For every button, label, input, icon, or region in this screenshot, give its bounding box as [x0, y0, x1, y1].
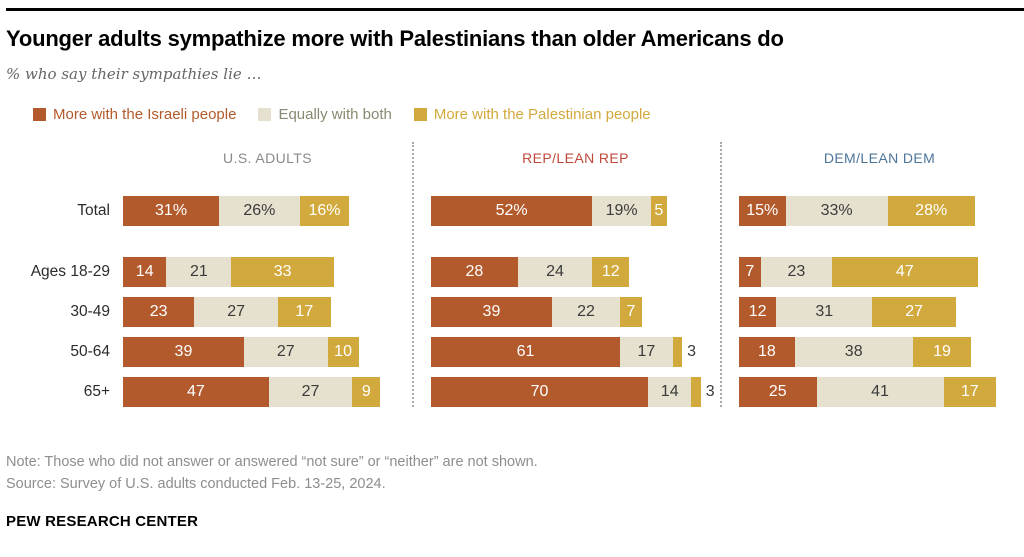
bar-segment: 27: [243, 337, 328, 367]
bar-row: 18 38 19: [739, 337, 1020, 367]
bar-segment: 25: [739, 377, 817, 407]
bar-row: 23 27 17: [123, 297, 412, 327]
bar-row: 12 31 27: [739, 297, 1020, 327]
bar-segment: 21: [166, 257, 232, 287]
bar-segment: 17: [620, 337, 673, 367]
bar-segment: 70: [431, 377, 648, 407]
bar-row: 25 41 17: [739, 377, 1020, 407]
bar-segment: 10: [327, 337, 359, 367]
bar-row: 15% 33% 28%: [739, 196, 1020, 226]
bar-row: 31% 26% 16%: [123, 196, 412, 226]
legend-item-2: More with the Palestinian people: [413, 106, 651, 123]
bar-segment: 23: [123, 297, 195, 327]
panel-divider: [720, 142, 722, 407]
panel-header: DEM/LEAN DEM: [823, 150, 936, 166]
bar-segment: 38: [794, 337, 913, 367]
page-title: Younger adults sympathize more with Pale…: [6, 26, 784, 51]
bar-segment: 17: [943, 377, 997, 407]
panel-0: U.S. ADULTS 31% 26% 16% 14 21 33 23 27 17 39 27 10 47…: [123, 142, 412, 407]
bar-row: 39 22 7: [431, 297, 720, 327]
bar-segment: 19: [912, 337, 972, 367]
panel-1: REP/LEAN REP 52% 19% 5 28 24 12 39 22 7 61 17 3 70 14 3: [414, 142, 720, 407]
bar-segment: 31%: [123, 196, 220, 226]
bar-segment: 9: [352, 377, 381, 407]
bar-segment: 14: [123, 257, 167, 287]
bar-row: 61 17 3: [431, 337, 720, 367]
bar-row: 28 24 12: [431, 257, 720, 287]
bar-value-outside: 3: [705, 383, 715, 400]
bar-segment: 7: [739, 257, 761, 287]
bar-segment: 24: [517, 257, 593, 287]
bar-segment: 27: [194, 297, 278, 327]
bar-row: 47 27 9: [123, 377, 412, 407]
legend-swatch-icon: [258, 108, 272, 121]
row-label: Total: [77, 202, 110, 219]
bar-segment: 31: [776, 297, 873, 327]
bar-value-outside: 3: [687, 343, 696, 360]
legend-item-0: More with the Israeli people: [33, 106, 236, 123]
bar-row: 52% 19% 5: [431, 196, 720, 226]
legend-label: Equally with both: [278, 106, 392, 123]
legend-label: More with the Israeli people: [53, 106, 237, 123]
row-label: 50-64: [70, 343, 110, 360]
legend-swatch-icon: [413, 108, 427, 121]
bar-segment: 41: [816, 377, 944, 407]
category-labels-column: Total Ages 18-29 30-49 50-64 65+: [6, 142, 123, 407]
bar-segment: 17: [277, 297, 331, 327]
bar-segment: 28: [431, 257, 518, 287]
bar-segment: 26%: [219, 196, 300, 226]
bar-segment: 47: [123, 377, 269, 407]
row-label: 30-49: [70, 303, 110, 320]
panel-header: REP/LEAN REP: [522, 150, 629, 166]
legend-swatch-icon: [33, 108, 46, 121]
bar-segment: 39: [431, 297, 552, 327]
panel-divider: [412, 142, 414, 407]
panel-2: DEM/LEAN DEM 15% 33% 28% 7 23 47 12 31 27 18 38 19 25…: [722, 142, 1020, 407]
bar-row: 14 21 33: [123, 257, 412, 287]
bar-segment: 27: [268, 377, 353, 407]
bar-segment: 33%: [785, 196, 888, 226]
bar-row: 7 23 47: [739, 257, 1020, 287]
top-rule: [6, 8, 1024, 11]
stacked-bar-chart: Total Ages 18-29 30-49 50-64 65+ U.S. ADULTS 3…: [6, 142, 1020, 433]
bar-segment: 7: [620, 297, 642, 327]
pew-chart-page: Younger adults sympathize more with Pale…: [0, 8, 1024, 530]
bar-segment: 61: [431, 337, 621, 367]
panel-header: U.S. ADULTS: [223, 150, 312, 166]
header-spacer: [6, 142, 123, 196]
bar-segment: 5: [651, 196, 667, 226]
bar-segment: 12: [592, 257, 630, 287]
source-text: Source: Survey of U.S. adults conducted …: [6, 475, 386, 492]
bar-segment: 39: [123, 337, 244, 367]
bar-segment: [691, 377, 701, 407]
row-label: Ages 18-29: [30, 263, 110, 280]
bar-segment: [672, 337, 683, 367]
bar-segment: 16%: [299, 196, 350, 226]
bar-segment: 19%: [592, 196, 652, 226]
note-text: Note: Those who did not answer or answer…: [6, 454, 538, 470]
bar-segment: 52%: [431, 196, 593, 226]
bar-segment: 47: [831, 257, 978, 287]
chart-subtitle: % who say their sympathies lie …: [6, 65, 262, 83]
legend-label: More with the Palestinian people: [433, 106, 651, 123]
bar-segment: 33: [231, 257, 334, 287]
bar-row: 39 27 10: [123, 337, 412, 367]
bar-segment: 23: [760, 257, 832, 287]
brand-name: PEW RESEARCH CENTER: [6, 512, 199, 530]
bar-segment: 14: [648, 377, 692, 407]
bar-segment: 27: [872, 297, 956, 327]
row-label: 65+: [83, 383, 110, 400]
legend-item-1: Equally with both: [258, 106, 392, 123]
legend: More with the Israeli people Equally with…: [33, 106, 1020, 123]
bar-segment: 28%: [887, 196, 975, 226]
bar-segment: 22: [551, 297, 621, 327]
bar-row: 70 14 3: [431, 377, 720, 407]
bar-segment: 12: [739, 297, 777, 327]
bar-segment: 15%: [739, 196, 786, 226]
bar-segment: 18: [739, 337, 795, 367]
